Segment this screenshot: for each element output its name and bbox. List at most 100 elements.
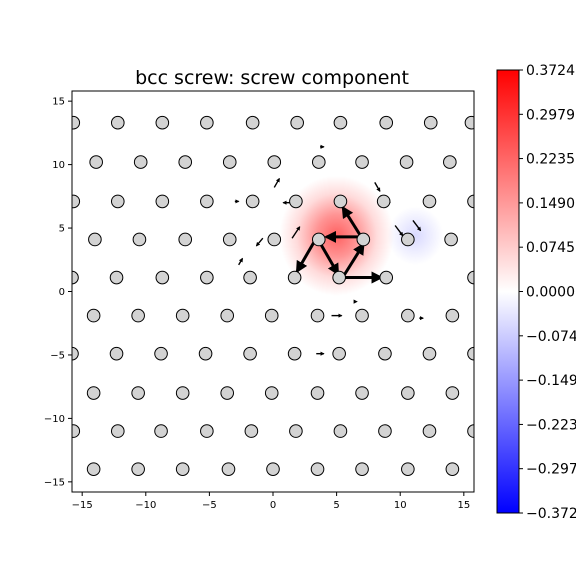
atom-marker bbox=[401, 462, 415, 476]
atom-marker bbox=[267, 155, 282, 169]
atom-marker bbox=[289, 424, 303, 438]
atom-marker bbox=[200, 424, 214, 438]
atom-marker bbox=[289, 194, 303, 209]
atom-marker bbox=[401, 232, 415, 247]
x-tick-label: −10 bbox=[135, 500, 156, 511]
atom-marker bbox=[264, 308, 279, 323]
heat-peak-1 bbox=[387, 206, 444, 266]
atom-marker bbox=[422, 424, 437, 438]
atom-marker bbox=[155, 270, 170, 285]
atom-marker bbox=[378, 424, 392, 438]
atom-marker bbox=[423, 115, 438, 130]
x-tick-label: −5 bbox=[202, 500, 217, 511]
atom-marker bbox=[267, 232, 282, 247]
colorbar-tick-label: −0.3724 bbox=[526, 506, 576, 522]
displacement-arrow-small bbox=[394, 225, 404, 237]
atom-marker bbox=[175, 386, 190, 400]
x-tick-label: 5 bbox=[333, 500, 339, 511]
displacement-arrow-small bbox=[238, 257, 244, 266]
atom-marker bbox=[355, 462, 369, 476]
y-tick-label: −15 bbox=[44, 477, 65, 488]
displacement-arrow-large bbox=[341, 205, 364, 239]
atom-marker bbox=[131, 462, 145, 476]
colorbar-tick-label: −0.2235 bbox=[526, 417, 576, 433]
atom-marker bbox=[287, 270, 302, 285]
colorbar-tick-label: −0.1490 bbox=[526, 373, 576, 389]
atom-marker bbox=[175, 308, 190, 323]
atom-marker bbox=[355, 308, 369, 323]
atom-marker bbox=[86, 308, 101, 323]
atom-marker bbox=[72, 346, 79, 361]
atom-marker bbox=[154, 424, 168, 438]
y-tick-label: 0 bbox=[59, 287, 65, 298]
x-axis: −15 −10 −5 0 5 10 15 bbox=[72, 492, 470, 511]
atom-marker bbox=[445, 308, 460, 323]
atom-marker bbox=[109, 270, 124, 285]
colorbar-tick-label: 0.3724 bbox=[526, 63, 575, 79]
atom-marker bbox=[198, 346, 213, 361]
atom-marker bbox=[287, 346, 302, 361]
atom-marker bbox=[245, 115, 260, 130]
atom-marker bbox=[310, 462, 325, 476]
displacement-arrow-small bbox=[255, 237, 264, 247]
atom-marker bbox=[401, 308, 415, 323]
x-tick-label: 15 bbox=[457, 500, 470, 511]
atom-marker bbox=[86, 462, 101, 476]
atom-marker bbox=[154, 346, 168, 361]
atom-marker bbox=[467, 194, 474, 209]
atom-marker bbox=[355, 386, 369, 400]
atom-marker bbox=[155, 194, 170, 209]
displacement-arrow-small bbox=[273, 177, 280, 188]
displacement-arrow-small bbox=[291, 226, 301, 239]
colorbar-axis: 0.3724 0.2979 0.2235 0.1490 0.0745 0.0000 −0.0… bbox=[519, 63, 576, 522]
atom-marker bbox=[222, 232, 237, 247]
atom-marker bbox=[444, 232, 458, 247]
atom-marker bbox=[89, 155, 103, 169]
atom-marker bbox=[311, 155, 326, 169]
atom-marker bbox=[379, 270, 394, 285]
atom-marker bbox=[133, 155, 148, 169]
atom-marker bbox=[445, 462, 460, 476]
atom-marker bbox=[72, 270, 79, 285]
atom-marker bbox=[110, 194, 125, 209]
x-tick-label: 0 bbox=[270, 500, 276, 511]
atom-marker bbox=[222, 155, 237, 169]
y-tick-label: −5 bbox=[50, 350, 65, 361]
atom-marker bbox=[72, 424, 81, 438]
colorbar-tick-label: −0.2979 bbox=[526, 462, 576, 478]
atom-marker bbox=[422, 346, 437, 361]
atom-marker bbox=[109, 346, 124, 361]
displacement-arrow-large bbox=[317, 239, 340, 276]
atom-marker bbox=[332, 270, 346, 285]
colorbar-tick-label: 0.2979 bbox=[526, 107, 575, 123]
atom-marker bbox=[131, 308, 145, 323]
colorbar bbox=[496, 69, 520, 514]
displacement-arrow-large bbox=[295, 237, 318, 274]
atom-marker bbox=[379, 115, 394, 130]
atom-marker bbox=[131, 386, 145, 400]
x-tick-label: −15 bbox=[72, 500, 93, 511]
colorbar-tick-label: 0.1490 bbox=[526, 196, 575, 212]
colorbar-tick-label: 0.0745 bbox=[526, 240, 575, 256]
displacement-arrow-small bbox=[374, 182, 381, 192]
atom-marker bbox=[220, 308, 235, 323]
atom-marker bbox=[155, 115, 170, 130]
chart-title: bcc screw: screw component bbox=[135, 67, 409, 89]
atom-marker bbox=[467, 424, 474, 438]
atom-marker bbox=[86, 386, 101, 400]
atom-marker bbox=[401, 386, 415, 400]
atom-marker bbox=[110, 115, 125, 130]
atom-marker bbox=[399, 155, 414, 169]
atom-marker bbox=[310, 308, 325, 323]
atom-marker bbox=[178, 155, 193, 169]
atom-marker bbox=[110, 424, 125, 438]
atom-marker bbox=[178, 232, 193, 247]
atom-marker bbox=[243, 346, 257, 361]
atom-marker bbox=[72, 194, 81, 209]
plot-area bbox=[72, 91, 474, 492]
displacement-arrow-small bbox=[412, 220, 422, 232]
atom-marker bbox=[220, 386, 235, 400]
atom-marker bbox=[245, 194, 260, 209]
y-tick-label: 15 bbox=[52, 97, 65, 108]
atom-marker bbox=[266, 462, 280, 476]
